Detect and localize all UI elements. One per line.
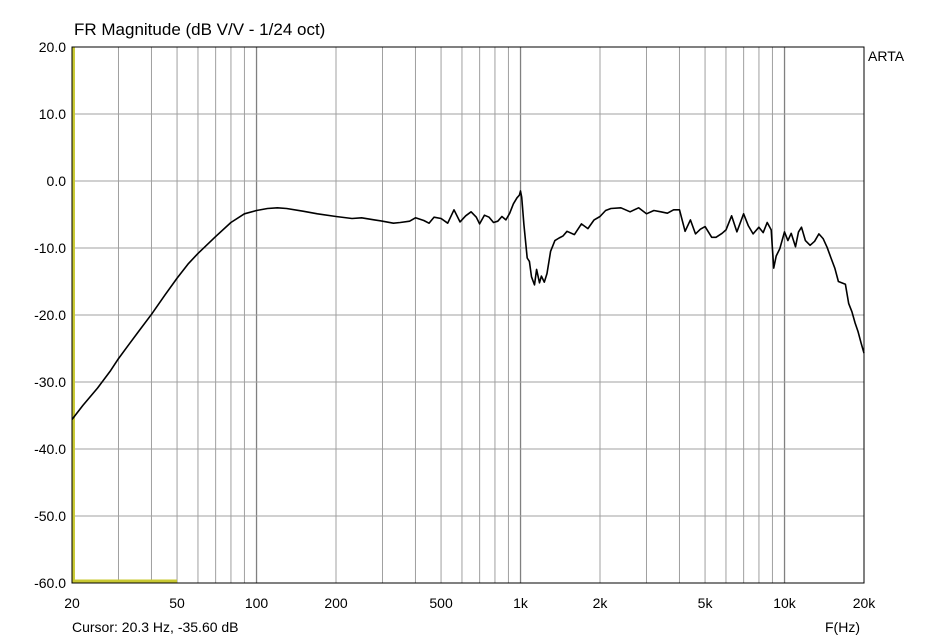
grid-lines	[71, 46, 865, 584]
y-tick-label: -30.0	[34, 374, 66, 390]
x-tick-label: 2k	[593, 595, 609, 611]
y-tick-label: -20.0	[34, 307, 66, 323]
y-tick-label: -10.0	[34, 240, 66, 256]
series-line	[71, 190, 865, 420]
x-tick-label: 5k	[698, 595, 714, 611]
y-tick-label: 20.0	[39, 39, 66, 55]
x-tick-label: 50	[169, 595, 185, 611]
cursor-layer[interactable]	[72, 47, 178, 583]
cursor-readout: Cursor: 20.3 Hz, -35.60 dB	[72, 619, 239, 635]
x-axis-unit-label: F(Hz)	[825, 619, 860, 635]
x-tick-label: 500	[429, 595, 453, 611]
chart-title: FR Magnitude (dB V/V - 1/24 oct)	[74, 20, 326, 39]
plot-frame	[71, 46, 865, 584]
x-tick-label: 1k	[513, 595, 529, 611]
y-tick-label: -40.0	[34, 441, 66, 457]
x-tick-label: 10k	[773, 595, 797, 611]
x-tick-label: 100	[245, 595, 269, 611]
y-axis-tick-labels: 20.0 10.0 0.0 -10.0 -20.0 -30.0 -40.0 -50.0 -60.…	[34, 39, 66, 591]
y-tick-label: 0.0	[47, 173, 67, 189]
y-tick-label: 10.0	[39, 106, 66, 122]
y-tick-label: -50.0	[34, 508, 66, 524]
x-axis-tick-labels: 20 50 100 200 500 1k 2k 5k 10k 20k	[64, 595, 876, 611]
x-tick-label: 200	[324, 595, 348, 611]
x-tick-label: 20k	[853, 595, 877, 611]
y-tick-label: -60.0	[34, 575, 66, 591]
x-tick-label: 20	[64, 595, 80, 611]
